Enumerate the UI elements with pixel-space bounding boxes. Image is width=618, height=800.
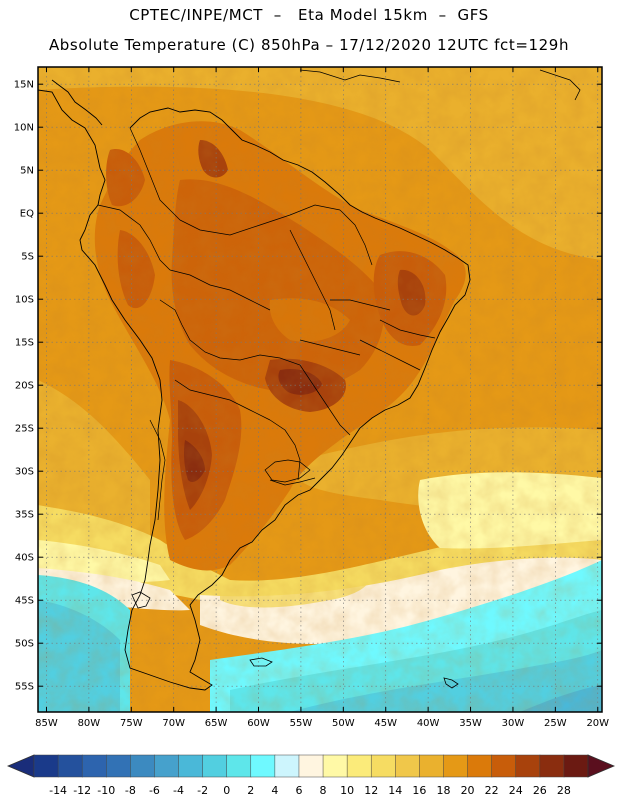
lon-label: 25W	[544, 718, 567, 729]
lat-label: EQ	[20, 209, 34, 220]
colorbar-swatch	[57, 754, 83, 778]
lat-label: 30S	[15, 467, 34, 478]
latitude-axis: 15N 10N 5N EQ 5S 10S 15S 20S 25S 30S 35S 40S 45S 50S 5…	[14, 80, 602, 693]
colorbar-swatch	[202, 754, 228, 778]
lon-label: 60W	[247, 718, 270, 729]
colorbar-low-arrow	[6, 754, 35, 778]
colorbar-label: 24	[509, 784, 523, 797]
colorbar-swatch	[346, 754, 372, 778]
lat-label: 5N	[20, 166, 34, 177]
lon-label: 20W	[586, 718, 609, 729]
map-frame	[37, 66, 603, 713]
colorbar-swatch	[33, 754, 59, 778]
colorbar-swatch	[154, 754, 180, 778]
chart-subtitle: Absolute Temperature (C) 850hPa – 17/12/…	[48, 36, 570, 54]
islands	[131, 69, 581, 689]
colorbar-label: 22	[485, 784, 499, 797]
colorbar-label: 20	[461, 784, 475, 797]
coastline	[37, 79, 471, 691]
lon-label: 85W	[35, 718, 58, 729]
colorbar-label: 16	[412, 784, 426, 797]
colorbar-label: -12	[73, 784, 91, 797]
colorbar-label: -6	[149, 784, 160, 797]
colorbar-label: 0	[223, 784, 230, 797]
lat-label: 15N	[14, 80, 34, 91]
lat-label: 45S	[15, 596, 34, 607]
colorbar-label: 4	[271, 784, 278, 797]
lat-label: 10S	[15, 295, 34, 306]
lon-label: 65W	[205, 718, 228, 729]
lon-label: 40W	[417, 718, 440, 729]
lon-label: 50W	[332, 718, 355, 729]
lon-label: 45W	[374, 718, 397, 729]
colorbar-label: -14	[49, 784, 67, 797]
colorbar: -14 -12 -10 -8 -6 -4 -2 0 2 4 6 8 10 12 14 16 18 20 22 24 26…	[6, 754, 616, 797]
colorbar-swatch	[563, 754, 589, 778]
lat-label: 35S	[15, 510, 34, 521]
temperature-field	[38, 67, 602, 712]
colorbar-label: -2	[197, 784, 208, 797]
colorbar-label: 14	[388, 784, 402, 797]
lat-label: 40S	[15, 553, 34, 564]
colorbar-label: 18	[436, 784, 450, 797]
colorbar-swatch	[515, 754, 541, 778]
colorbar-swatch	[395, 754, 420, 778]
colorbar-high-arrow	[587, 754, 616, 778]
lat-label: 25S	[15, 424, 34, 435]
lat-label: 50S	[15, 639, 34, 650]
colorbar-swatch	[250, 754, 276, 778]
colorbar-swatch	[178, 754, 204, 778]
colorbar-swatch	[539, 754, 565, 778]
colorbar-swatch	[226, 754, 252, 778]
colorbar-swatch	[81, 754, 107, 778]
lat-label: 15S	[15, 338, 34, 349]
longitude-axis: 85W 80W 75W 70W 65W 60W 55W 50W 45W 40W 35W 30W 25W 2…	[35, 67, 609, 729]
colorbar-label: 2	[247, 784, 254, 797]
colorbar-swatch	[298, 754, 324, 778]
colorbar-label: 28	[557, 784, 571, 797]
chart-title: CPTEC/INPE/MCT – Eta Model 15km – GFS	[129, 6, 489, 24]
colorbar-swatch	[106, 754, 131, 778]
colorbar-swatch	[322, 754, 348, 778]
colorbar-label: 6	[295, 784, 302, 797]
lat-label: 20S	[15, 381, 34, 392]
lon-label: 70W	[162, 718, 185, 729]
lon-label: 55W	[290, 718, 313, 729]
colorbar-swatch	[443, 754, 469, 778]
lat-label: 5S	[21, 252, 34, 263]
colorbar-label: -8	[125, 784, 136, 797]
colorbar-swatch	[467, 754, 493, 778]
lon-label: 80W	[78, 718, 101, 729]
lon-label: 30W	[502, 718, 525, 729]
colorbar-swatch	[130, 754, 155, 778]
colorbar-swatch	[370, 754, 396, 778]
lat-label: 10N	[14, 123, 34, 134]
colorbar-label: 12	[364, 784, 378, 797]
colorbar-label: 8	[320, 784, 327, 797]
country-borders	[97, 127, 436, 521]
colorbar-swatch	[419, 754, 445, 778]
colorbar-label: 26	[533, 784, 547, 797]
lon-label: 75W	[120, 718, 143, 729]
colorbar-swatch	[491, 754, 517, 778]
colorbar-label: -10	[97, 784, 115, 797]
lon-label: 35W	[459, 718, 482, 729]
lat-label: 55S	[15, 682, 34, 693]
colorbar-label: 10	[340, 784, 354, 797]
colorbar-label: -4	[173, 784, 184, 797]
colorbar-swatch	[274, 754, 300, 778]
